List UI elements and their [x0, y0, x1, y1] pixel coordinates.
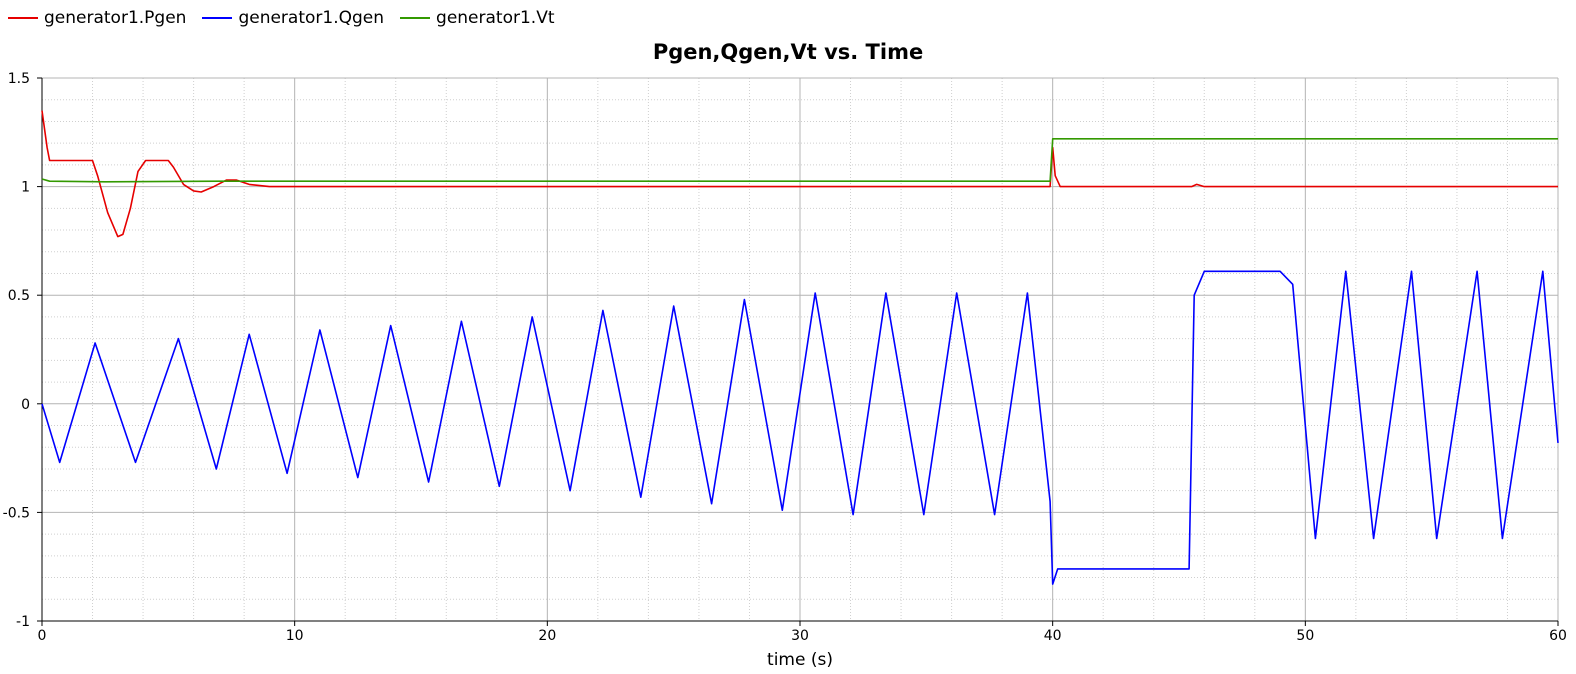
- legend-item: generator1.Pgen: [8, 8, 186, 28]
- x-tick-label: 20: [538, 628, 556, 644]
- legend-label: generator1.Qgen: [238, 8, 385, 28]
- y-tick-label: 0.5: [8, 288, 30, 304]
- series-line-generator1-qgen: [41, 270, 1559, 585]
- legend: generator1.Pgen generator1.Qgen generator1…: [8, 4, 555, 32]
- chart-title: Pgen,Qgen,Vt vs. Time: [652, 40, 924, 64]
- legend-swatch: [202, 17, 233, 19]
- legend-label: generator1.Vt: [436, 8, 555, 28]
- series-line-generator1-vt: [41, 138, 1558, 183]
- x-tick-label: 10: [286, 628, 304, 644]
- y-tick-label: 0: [21, 397, 30, 413]
- legend-swatch: [400, 17, 431, 19]
- y-tick-label: 1: [21, 180, 30, 196]
- x-tick-label: 0: [38, 628, 47, 644]
- x-tick-label: 60: [1549, 628, 1567, 644]
- legend-label: generator1.Pgen: [44, 8, 187, 28]
- x-tick-label: 40: [1044, 628, 1062, 644]
- y-tick-label: -1: [16, 614, 30, 630]
- x-tick-label: 50: [1296, 628, 1314, 644]
- y-tick-label: 1.5: [8, 71, 30, 87]
- legend-item: generator1.Qgen: [202, 8, 384, 28]
- x-tick-label: 30: [791, 628, 809, 644]
- x-axis-label: time (s): [767, 650, 833, 670]
- y-tick-label: -0.5: [3, 505, 30, 521]
- legend-swatch: [8, 17, 38, 19]
- series-line-generator1-pgen: [41, 110, 1558, 238]
- legend-item: generator1.Vt: [400, 8, 555, 28]
